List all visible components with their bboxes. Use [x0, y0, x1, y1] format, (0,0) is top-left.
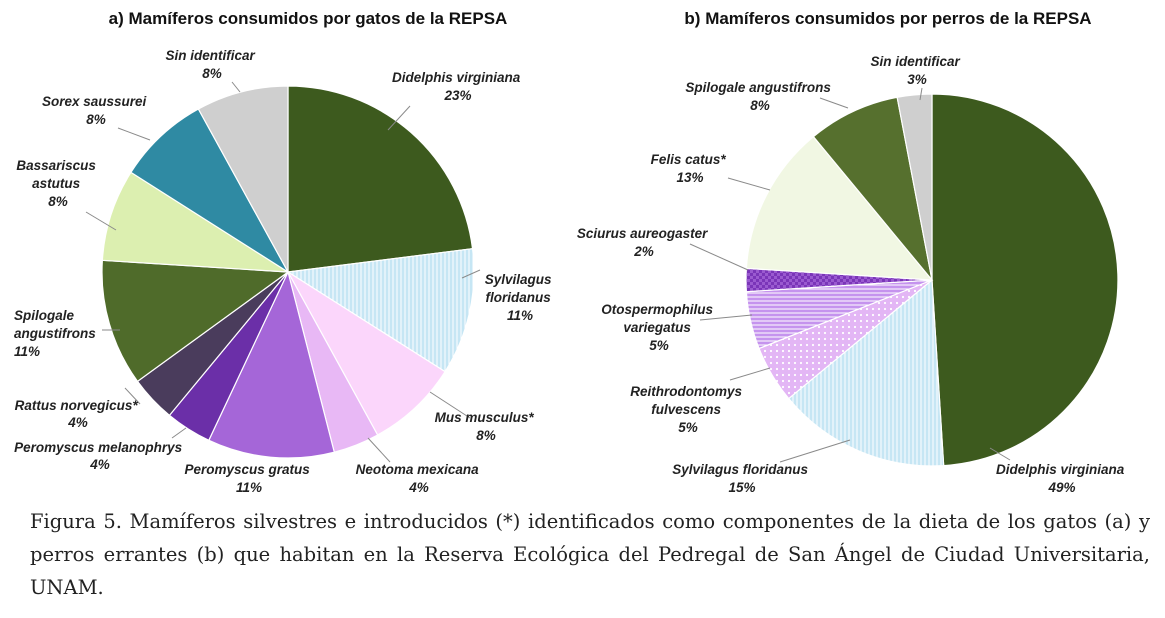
- label-a-gratus: Peromyscus gratus 11%: [184, 462, 313, 495]
- pie-chart-b: [745, 93, 1119, 467]
- slice-a-spilogale-angustifrons: [101, 259, 290, 383]
- label-b-felis: Felis catus* 13%: [651, 152, 730, 185]
- leader-line-9: [231, 81, 241, 93]
- label-a-sorex: Sorex saussurei 8%: [42, 94, 150, 127]
- label-a-sin: Sin identificar 8%: [165, 48, 258, 81]
- label-b-didelphis: Didelphis virginiana 49%: [996, 462, 1128, 495]
- label-b-otospermophilus: Otospermophilus variegatus 5%: [601, 302, 717, 353]
- figure-caption: Figura 5. Mamíferos silvestres e introdu…: [30, 510, 1150, 599]
- leader-line-13: [699, 314, 753, 321]
- slice-a-sylvilagus-floridanus: [286, 248, 475, 373]
- leader-line-11: [779, 439, 851, 463]
- chart-a-title: a) Mamíferos consumidos por gatos de la …: [109, 9, 508, 28]
- slice-b-sylvilagus-floridanus: [787, 278, 945, 467]
- label-b-sin: Sin identificar 3%: [870, 54, 963, 87]
- leader-line-10: [989, 447, 1011, 461]
- leader-line-3: [367, 437, 391, 463]
- slice-a-sorex-saussurei: [130, 108, 289, 273]
- leader-line-14: [689, 243, 749, 271]
- slice-a-didelphis-virginiana: [287, 85, 474, 273]
- label-a-sylvilagus: Sylvilagus floridanus 11%: [485, 272, 556, 323]
- label-a-melanophrys: Peromyscus melanophrys 4%: [14, 440, 186, 472]
- leader-line-4: [124, 387, 141, 405]
- slice-a-peromyscus-gratus: [208, 270, 335, 459]
- label-a-bassariscus: Bassariscus astutus 8%: [16, 158, 99, 209]
- leader-line-2: [429, 391, 471, 419]
- label-a-rattus: Rattus norvegicus* 4%: [15, 398, 142, 430]
- figure-charts: a) Mamíferos consumidos por gatos de la …: [14, 9, 1128, 495]
- label-b-spilogale: Spilogale angustifrons 8%: [685, 80, 834, 113]
- pie-chart-a: [101, 85, 475, 459]
- label-a-mus: Mus musculus* 8%: [435, 410, 538, 443]
- leader-line-12: [729, 367, 771, 381]
- label-a-spilogale: Spilogale angustifrons 11%: [14, 308, 100, 359]
- label-b-sciurus: Sciurus aureogaster 2%: [577, 226, 711, 259]
- leader-line-15: [727, 177, 771, 191]
- slice-a-bassariscus-astutus: [101, 171, 289, 273]
- leader-line-5: [171, 427, 187, 439]
- leader-line-7: [85, 211, 117, 231]
- slice-a-mus-musculus: [287, 271, 446, 436]
- chart-b-title: b) Mamíferos consumidos por perros de la…: [684, 9, 1091, 28]
- leader-line-16: [819, 97, 849, 109]
- slice-a-sin-identificar: [197, 85, 289, 273]
- label-a-didelphis: Didelphis virginiana 23%: [392, 70, 524, 103]
- leader-line-8: [117, 127, 151, 141]
- slice-b-sin-identificar: [896, 93, 933, 281]
- label-a-neotoma: Neotoma mexicana 4%: [356, 462, 483, 495]
- leader-lines: [85, 81, 1011, 463]
- slice-b-didelphis-virginiana: [931, 93, 1119, 467]
- leader-line-0: [387, 105, 411, 131]
- slice-b-spilogale-angustifrons: [812, 96, 933, 281]
- slice-b-felis-catus: [745, 135, 934, 281]
- leader-line-1: [461, 269, 481, 279]
- leader-line-17: [919, 87, 923, 101]
- label-b-reithrodontomys: Reithrodontomys fulvescens 5%: [630, 384, 746, 435]
- label-b-sylvilagus: Sylvilagus floridanus 15%: [672, 462, 812, 495]
